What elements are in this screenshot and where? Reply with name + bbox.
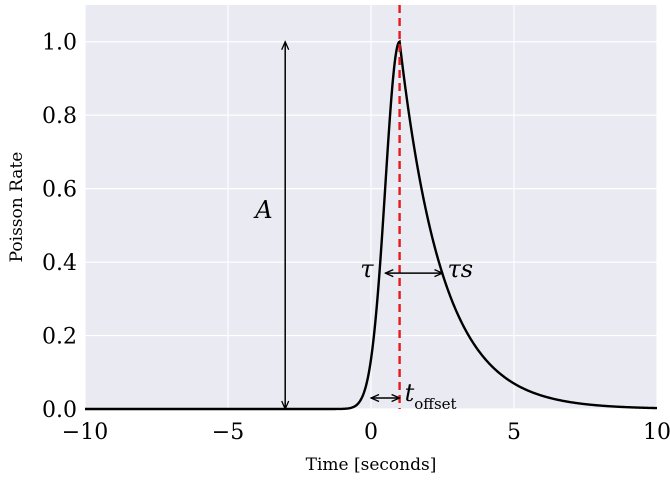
decay-tau-label: τs — [448, 255, 474, 283]
y-axis-label: Poisson Rate — [7, 152, 27, 263]
rise-tau-label: τ — [360, 255, 374, 283]
y-tick-label: 0.6 — [42, 178, 77, 203]
offset-subscript: offset — [414, 395, 456, 413]
x-tick-label: 5 — [507, 420, 521, 445]
x-tick-label: −10 — [62, 420, 108, 445]
x-tick-label: −5 — [212, 420, 244, 445]
tick-labels: −10 −5 0 5 10 0.0 0.2 0.4 0.6 0.8 1.0 — [42, 31, 670, 445]
x-axis-label: Time [seconds] — [306, 455, 437, 475]
series-line — [85, 39, 658, 411]
amplitude-label: A — [253, 196, 272, 224]
x-tick-label: 0 — [364, 420, 378, 445]
y-tick-label: 0.2 — [42, 325, 77, 350]
y-tick-label: 0.4 — [42, 251, 77, 276]
y-tick-label: 0.0 — [42, 398, 77, 423]
series-layer — [85, 39, 658, 411]
grid — [84, 5, 658, 410]
x-tick-label: 10 — [643, 420, 670, 445]
y-tick-label: 1.0 — [42, 31, 77, 56]
y-tick-label: 0.8 — [42, 104, 77, 129]
